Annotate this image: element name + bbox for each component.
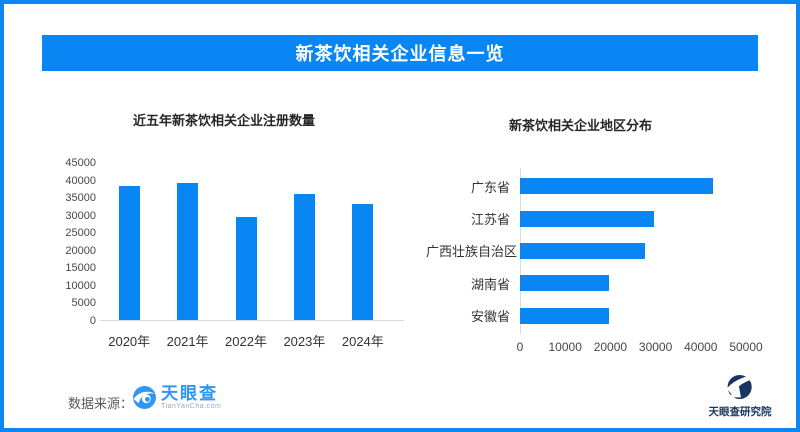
- bar-column: [100, 163, 158, 320]
- tianyancha-logo: 天眼查 TianYanCha.com: [132, 384, 221, 411]
- region-bar-安徽省: [520, 307, 609, 324]
- registration-bar-2024年: [352, 204, 374, 320]
- right-chart-title: 新茶饮相关企业地区分布: [509, 118, 653, 133]
- y-axis-tick-label: 0: [89, 315, 96, 327]
- bar-column: [217, 163, 275, 320]
- bar-column: [275, 163, 333, 320]
- bar-column: [158, 163, 216, 320]
- x-axis-tick-label: 20000: [593, 340, 628, 354]
- region-label: 广东省: [470, 179, 510, 195]
- x-axis-category-label: 2023年: [283, 334, 326, 349]
- region-label: 湖南省: [470, 276, 510, 292]
- region-label: 广西壮族自治区: [426, 244, 518, 260]
- registration-bar-2020年: [118, 186, 140, 320]
- y-axis-tick-label: 25000: [65, 227, 96, 240]
- left-chart-title: 近五年新茶饮相关企业注册数量: [133, 113, 316, 128]
- x-axis-category-label: 2022年: [225, 334, 267, 349]
- x-axis-tick-label: 10000: [548, 340, 582, 354]
- y-axis-tick-label: 35000: [65, 192, 96, 205]
- left-chart-x-labels: 2020年 2021年 2022年 2023年 2024年: [100, 331, 404, 350]
- tianyancha-logo-name: 天眼查: [161, 384, 218, 403]
- region-bar-广西壮族自治区: [520, 242, 645, 259]
- region-label: 江苏省: [470, 212, 510, 228]
- title-banner: 新茶饮相关企业信息一览: [42, 35, 758, 71]
- data-source-label: 数据来源：: [68, 396, 134, 411]
- x-axis-tick-label: 40000: [684, 340, 718, 354]
- y-axis-tick-label: 5000: [71, 297, 96, 310]
- region-bar-江苏省: [520, 210, 654, 227]
- x-axis-tick-label: 50000: [729, 340, 763, 354]
- right-chart-x-axis: 0 10000 20000 30000 40000 50000: [516, 340, 763, 354]
- tianyancha-eye-icon: [132, 385, 157, 410]
- tianyancha-logo-subtext: TianYanCha.com: [161, 403, 222, 410]
- right-chart-rows: 广东省江苏省广西壮族自治区湖南省安徽省: [426, 170, 766, 332]
- region-bar-湖南省: [520, 275, 609, 292]
- registration-bar-2022年: [235, 217, 257, 320]
- registration-bar-2021年: [177, 183, 199, 320]
- y-axis-tick-label: 15000: [65, 262, 96, 275]
- y-axis-tick-label: 10000: [65, 279, 96, 292]
- region-row: 广东省: [426, 170, 766, 202]
- x-axis-tick-label: 30000: [638, 340, 673, 354]
- x-axis-category-label: 2024年: [341, 334, 384, 349]
- x-axis-tick-label: 0: [516, 340, 524, 354]
- x-axis-category-label: 2021年: [166, 334, 209, 349]
- region-bar-广东省: [520, 178, 713, 195]
- y-axis-tick-label: 20000: [65, 244, 96, 257]
- bar-column: [334, 163, 392, 320]
- page-title: 新茶饮相关企业信息一览: [295, 44, 505, 64]
- region-row: 江苏省: [426, 202, 766, 234]
- y-axis-tick-label: 45000: [65, 157, 96, 169]
- left-chart-bars: [100, 163, 404, 321]
- region-row: 安徽省: [426, 300, 766, 332]
- y-axis-tick-label: 30000: [65, 209, 96, 222]
- research-institute-swoosh-icon: [725, 372, 756, 402]
- research-institute-name: 天眼查研究院: [708, 406, 772, 418]
- y-axis-tick-label: 40000: [65, 174, 96, 187]
- region-row: 湖南省: [426, 267, 766, 299]
- left-chart-y-axis: 0 5000 10000 15000 20000 25000 30000 35000 40000…: [54, 157, 96, 327]
- region-row: 广西壮族自治区: [426, 235, 766, 267]
- registration-bar-2023年: [293, 194, 315, 320]
- research-institute-logo: 天眼查研究院: [700, 372, 780, 419]
- region-label: 安徽省: [470, 309, 510, 325]
- tianyancha-logo-text-block: 天眼查 TianYanCha.com: [161, 384, 221, 411]
- x-axis-category-label: 2020年: [108, 334, 151, 349]
